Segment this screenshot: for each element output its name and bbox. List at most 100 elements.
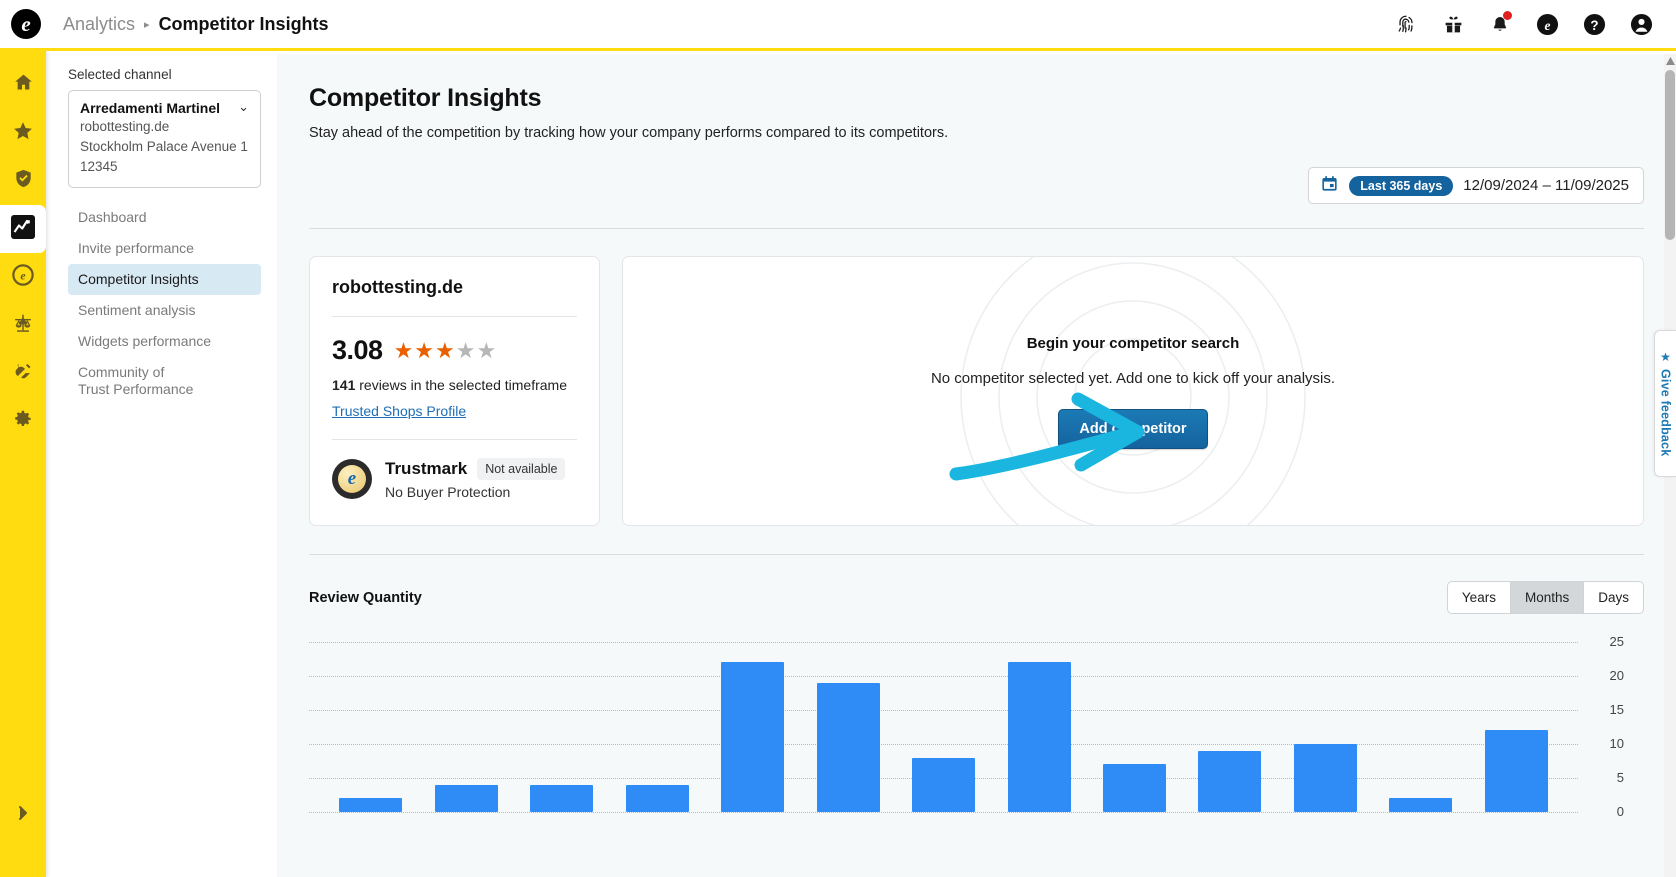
rail-item-legal[interactable] — [0, 301, 46, 349]
sidebar-item-widgets-performance[interactable]: Widgets performance — [78, 333, 212, 349]
chart-bar[interactable] — [339, 798, 403, 812]
top-bar: e Analytics ▸ Competitor Insights — [0, 0, 1676, 51]
card-divider-2 — [332, 439, 577, 440]
give-feedback-tab[interactable]: ★ Give feedback — [1654, 330, 1676, 477]
chart-bar[interactable] — [434, 784, 498, 812]
add-competitor-wrap: Add competitor — [949, 387, 1208, 481]
secondary-sidebar: Selected channel Arredamenti Martinel ⌄ … — [46, 51, 277, 877]
rating-row: 3.08 ★★★★★ — [332, 335, 577, 366]
star-filled-icon: ★ — [393, 337, 415, 363]
rail-item-settings[interactable] — [0, 397, 46, 445]
topbar-icon-group: e ? — [1393, 11, 1654, 37]
shop-summary-card: robottesting.de 3.08 ★★★★★ 141 reviews i… — [309, 256, 600, 526]
chart-bar[interactable] — [1293, 744, 1357, 812]
chart-y-tick-label: 15 — [1609, 702, 1624, 717]
channel-zip: 12345 — [80, 159, 118, 174]
date-range-text: 12/09/2024 – 11/09/2025 — [1463, 177, 1629, 194]
breadcrumb-parent[interactable]: Analytics — [63, 13, 136, 34]
chart-bar[interactable] — [530, 784, 594, 812]
divider-chart — [309, 554, 1644, 555]
star-empty-icon: ★ — [455, 337, 477, 363]
bell-icon[interactable] — [1487, 11, 1513, 37]
left-icon-rail: e — [0, 51, 46, 877]
channel-top-row: Arredamenti Martinel ⌄ — [80, 99, 249, 117]
chart-bar[interactable] — [1389, 798, 1453, 812]
chart-y-tick-label: 20 — [1609, 668, 1624, 683]
review-count: 141 — [332, 377, 356, 393]
date-preset-pill[interactable]: Last 365 days — [1349, 175, 1454, 196]
breadcrumb-current: Competitor Insights — [158, 13, 329, 34]
chart-bar[interactable] — [625, 784, 689, 812]
etrusted-logo-icon[interactable]: e — [11, 9, 41, 39]
channel-name: Arredamenti Martinel — [80, 100, 221, 116]
content-wrapper: Competitor Insights Stay ahead of the co… — [277, 54, 1676, 819]
add-competitor-button[interactable]: Add competitor — [1058, 409, 1208, 449]
page-subtitle: Stay ahead of the competition by trackin… — [309, 125, 949, 141]
date-range-picker[interactable]: Last 365 days 12/09/2024 – 11/09/2025 — [1308, 167, 1644, 204]
sidebar-item-invite-performance[interactable]: Invite performance — [78, 240, 194, 256]
competitor-empty-state-card: Begin your competitor search No competit… — [622, 256, 1644, 526]
trustmark-title-row: Trustmark Not available — [385, 458, 566, 480]
scroll-up-arrow-icon[interactable] — [1664, 54, 1676, 68]
chart-bar[interactable] — [816, 682, 880, 812]
review-count-suffix: reviews in the selected timeframe — [355, 377, 567, 393]
sidebar-item-dashboard[interactable]: Dashboard — [78, 209, 147, 225]
trusted-shops-profile-link[interactable]: Trusted Shops Profile — [332, 403, 467, 419]
chart-bar[interactable] — [721, 662, 785, 812]
main-content: Competitor Insights Stay ahead of the co… — [277, 54, 1676, 877]
granularity-days[interactable]: Days — [1598, 590, 1629, 605]
chart-gridline — [309, 710, 1578, 711]
rail-item-analytics[interactable] — [0, 205, 46, 253]
sidebar-item-sentiment-analysis[interactable]: Sentiment analysis — [78, 302, 196, 318]
rail-item-home[interactable] — [0, 61, 46, 109]
plug-icon — [12, 360, 34, 387]
sidebar-item-community-of-trust-performance[interactable]: Community of Trust Performance — [78, 364, 194, 397]
star-rating: ★★★★★ — [393, 337, 498, 363]
gift-icon[interactable] — [1440, 11, 1466, 37]
etrusted-icon[interactable]: e — [1534, 11, 1560, 37]
date-row: Last 365 days 12/09/2024 – 11/09/2025 — [309, 167, 1644, 204]
star-empty-icon: ★ — [476, 337, 498, 363]
shield-check-icon — [13, 168, 34, 194]
granularity-toggle: Years Months Days — [1446, 581, 1644, 614]
granularity-months[interactable]: Months — [1510, 582, 1585, 613]
rail-spacer — [0, 51, 46, 61]
fingerprint-icon[interactable] — [1393, 11, 1419, 37]
chart-gridline — [309, 744, 1578, 745]
granularity-years[interactable]: Years — [1448, 582, 1511, 613]
chart-bar[interactable] — [912, 757, 976, 812]
rail-item-trust[interactable] — [0, 157, 46, 205]
chart-bar[interactable] — [1484, 730, 1548, 812]
chart-bar-cell — [1182, 642, 1277, 812]
rail-item-integrations[interactable] — [0, 349, 46, 397]
chart-y-tick-label: 25 — [1609, 634, 1624, 649]
expand-sidebar-button[interactable] — [0, 789, 46, 837]
review-count-line: 141 reviews in the selected timeframe — [332, 377, 577, 393]
chart-bar-cell — [800, 642, 895, 812]
chart-bar[interactable] — [1007, 662, 1071, 812]
scrollbar-thumb[interactable] — [1665, 70, 1675, 240]
chart-bar-cell — [1087, 642, 1182, 812]
trusted-shops-badge-icon: e — [332, 459, 372, 499]
rail-item-reviews[interactable] — [0, 109, 46, 157]
chart-bar[interactable] — [1102, 764, 1166, 812]
etrusted-icon: e — [12, 263, 34, 291]
account-icon[interactable] — [1628, 11, 1654, 37]
channel-selector[interactable]: Arredamenti Martinel ⌄ robottesting.de S… — [68, 90, 261, 188]
chevron-down-icon[interactable]: ⌄ — [238, 99, 249, 114]
chart-y-tick-label: 5 — [1616, 770, 1624, 785]
trusted-shops-badge-inner: e — [338, 465, 366, 493]
rail-item-etrusted[interactable]: e — [0, 253, 46, 301]
chart-y-tick-label: 0 — [1616, 804, 1624, 819]
chart-y-tick-label: 10 — [1609, 736, 1624, 751]
chart-bar[interactable] — [1198, 750, 1262, 812]
sidebar-item-competitor-insights[interactable]: Competitor Insights — [68, 264, 261, 295]
svg-text:?: ? — [1590, 17, 1598, 32]
help-icon[interactable]: ? — [1581, 11, 1607, 37]
star-filled-icon: ★ — [435, 337, 456, 363]
scales-icon — [12, 312, 34, 339]
gear-icon — [12, 408, 34, 435]
rating-value: 3.08 — [332, 335, 383, 365]
calendar-icon — [1320, 174, 1339, 198]
